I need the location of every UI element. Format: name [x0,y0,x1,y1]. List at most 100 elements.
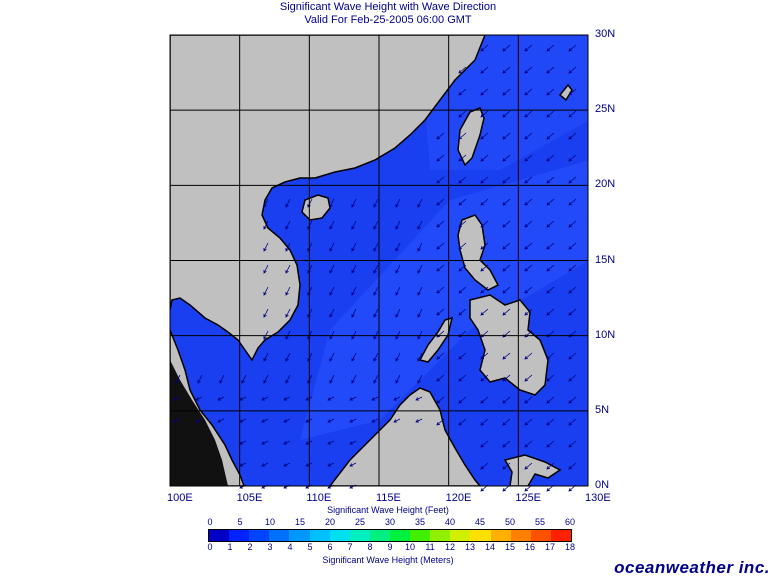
wave-arrow [395,220,401,230]
colorbar-cell [450,530,471,541]
lon-label: 105E [236,492,263,504]
wave-arrow [568,286,577,294]
wave-arrow [395,352,401,362]
land-palawan [418,316,454,363]
wave-arrow [524,308,533,316]
colorbar-cell [510,530,531,541]
wave-arrow [436,396,445,404]
wave-arrow [568,88,577,96]
wave-arrow [502,308,511,316]
wave-arrow [261,462,269,467]
meter-tick: 3 [267,542,273,552]
wave-arrow [568,132,577,140]
lon-label: 100E [167,492,193,504]
feet-tick: 55 [534,517,546,527]
wave-arrow [502,132,511,140]
wave-arrow [524,132,533,140]
wave-arrow [480,44,489,52]
meter-tick: 15 [504,542,516,552]
wave-direction-arrows [173,44,577,492]
map-frame [169,34,589,487]
wave-arrow [417,286,423,296]
wave-arrow [373,286,379,296]
wave-arrow [458,286,467,294]
wave-arrow [351,374,357,384]
wave-arrow [546,440,555,448]
wave-arrow [327,462,335,467]
wave-arrow [197,374,203,384]
wave-arrow [458,88,467,96]
wave-arrow [285,330,291,340]
wave-arrow [524,44,533,52]
meter-tick: 16 [524,542,536,552]
wave-arrow [329,374,335,384]
wave-arrow [417,374,423,384]
wave-arrow [568,440,577,448]
wave-arrow [395,374,401,384]
feet-tick: 10 [264,517,276,527]
wave-arrow [436,198,445,206]
wave-arrow [393,418,401,423]
map-title: Significant Wave Height with Wave Direct… [279,1,497,13]
wave-arrow [458,132,467,140]
feet-tick: 50 [504,517,516,527]
meter-tick: 14 [484,542,496,552]
wave-arrow [261,418,269,423]
wave-arrow [502,286,511,294]
wave-arrow [546,308,555,316]
wave-arrow [546,220,555,228]
wave-arrow [546,462,555,470]
wave-arrow [502,66,511,74]
wave-arrow [263,308,269,318]
feet-tick: 25 [354,517,366,527]
wave-arrow [480,66,489,74]
wave-arrow [502,198,511,206]
wave-arrow [524,220,533,228]
wave-arrow [458,198,467,206]
wave-arrow [480,176,489,184]
meter-tick: 12 [444,542,456,552]
wave-arrow [351,220,357,230]
wave-arrow [480,220,489,228]
wave-arrow [285,286,291,296]
feet-tick: 20 [324,517,336,527]
wave-arrow [546,418,555,426]
land-ryukyu [558,83,573,102]
wave-arrow [263,330,269,340]
wave-arrow [568,44,577,52]
wave-arrow [351,330,357,340]
colorbar-cell [530,530,551,541]
wave-arrow [327,418,335,423]
wave-arrow [395,308,401,318]
meter-tick: 11 [425,542,435,552]
wave-arrow [373,352,379,362]
wave-arrow [329,242,335,252]
wave-arrow [436,308,445,316]
lon-label: 130E [585,492,611,504]
colorbar-cell [410,530,431,541]
wave-arrow [436,176,445,184]
wave-arrow [373,198,379,208]
wave-arrow [436,418,445,426]
wave-arrow [395,198,401,208]
meter-tick: 10 [404,542,416,552]
meter-tick: 18 [564,542,576,552]
wave-arrow [351,242,357,252]
wave-arrow [524,286,533,294]
wave-arrow [458,264,467,272]
wave-arrow [395,330,401,340]
wave-arrow [415,396,423,401]
wave-arrow [480,242,489,250]
meter-tick: 6 [327,542,333,552]
wave-arrow [568,176,577,184]
feet-tick: 40 [444,517,456,527]
wave-arrow [502,352,511,360]
wave-arrow [373,220,379,230]
wave-arrow [524,264,533,272]
wave-arrow [480,374,489,382]
meters-scale-title: Significant Wave Height (Meters) [322,555,454,565]
wave-arrow [458,220,467,228]
wave-arrow [436,132,445,140]
wave-arrow [502,242,511,250]
wave-arrow [351,286,357,296]
